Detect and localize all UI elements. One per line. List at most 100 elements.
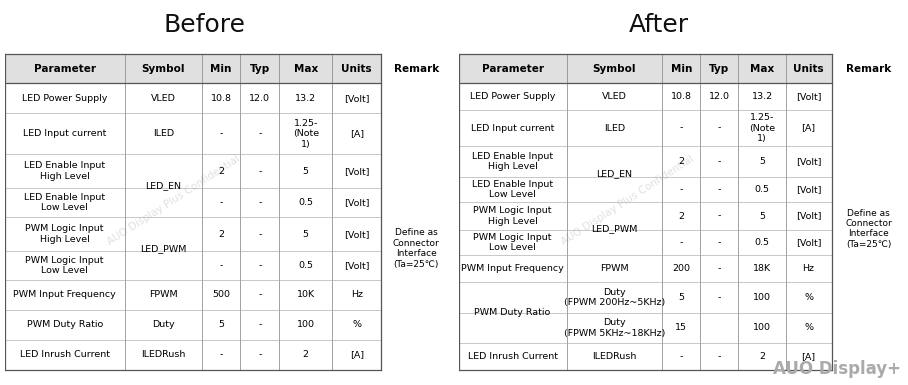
Text: -: - — [258, 350, 262, 360]
Text: LED Enable Input
High Level: LED Enable Input High Level — [25, 161, 105, 181]
Text: After: After — [628, 13, 689, 37]
Text: 0.5: 0.5 — [755, 185, 769, 194]
Text: 2: 2 — [302, 350, 309, 360]
Text: [Volt]: [Volt] — [344, 261, 370, 270]
Text: 5: 5 — [759, 211, 765, 221]
Text: LED Inrush Current: LED Inrush Current — [468, 352, 558, 361]
Text: Symbol: Symbol — [142, 64, 185, 74]
Text: Min: Min — [671, 64, 692, 74]
Text: -: - — [679, 352, 683, 361]
Text: 2: 2 — [678, 157, 685, 166]
Text: Duty
(FPWM 5KHz~18KHz): Duty (FPWM 5KHz~18KHz) — [564, 318, 665, 338]
Text: 500: 500 — [212, 290, 230, 300]
Text: -: - — [717, 124, 721, 132]
Text: 5: 5 — [678, 293, 685, 302]
Text: Parameter: Parameter — [481, 64, 544, 74]
Text: ILED: ILED — [604, 124, 625, 132]
Text: Units: Units — [341, 64, 372, 74]
Text: Duty: Duty — [152, 320, 174, 330]
Text: -: - — [717, 293, 721, 302]
Text: Duty
(FPWM 200Hz~5KHz): Duty (FPWM 200Hz~5KHz) — [564, 288, 665, 307]
Text: 2: 2 — [759, 352, 765, 361]
Text: Typ: Typ — [709, 64, 729, 74]
Text: -: - — [258, 261, 262, 270]
Text: 2: 2 — [678, 211, 685, 221]
Text: [A]: [A] — [802, 352, 815, 361]
Text: LED_EN: LED_EN — [597, 169, 632, 179]
Text: -: - — [258, 129, 262, 138]
Text: [Volt]: [Volt] — [344, 167, 370, 176]
Text: ILEDRush: ILEDRush — [592, 352, 637, 361]
Text: LED Input current: LED Input current — [23, 129, 106, 138]
Text: 5: 5 — [759, 157, 765, 166]
Text: 12.0: 12.0 — [709, 92, 730, 101]
Text: -: - — [679, 185, 683, 194]
Text: -: - — [717, 264, 721, 273]
Text: LED Power Supply: LED Power Supply — [22, 94, 107, 103]
Text: 5: 5 — [302, 230, 309, 239]
Text: Max: Max — [293, 64, 318, 74]
Bar — [5, 54, 381, 84]
Text: -: - — [220, 129, 222, 138]
Text: LED Input current: LED Input current — [471, 124, 554, 132]
Text: ILEDRush: ILEDRush — [141, 350, 185, 360]
Text: AUO Display Plus Confidential: AUO Display Plus Confidential — [105, 153, 242, 246]
Text: -: - — [717, 185, 721, 194]
Text: 1.25-
(Note
1): 1.25- (Note 1) — [292, 119, 319, 149]
Text: [A]: [A] — [802, 124, 815, 132]
Text: 0.5: 0.5 — [299, 198, 313, 207]
Text: -: - — [717, 211, 721, 221]
Text: 10.8: 10.8 — [671, 92, 692, 101]
Text: 0.5: 0.5 — [755, 238, 769, 247]
Text: PWM Duty Ratio: PWM Duty Ratio — [474, 308, 550, 317]
Text: PWM Logic Input
Low Level: PWM Logic Input Low Level — [25, 256, 104, 275]
Text: VLED: VLED — [602, 92, 627, 101]
Text: PWM Logic Input
Low Level: PWM Logic Input Low Level — [473, 233, 552, 253]
Text: 100: 100 — [753, 293, 771, 302]
Text: -: - — [679, 238, 683, 247]
Text: AUO Display+: AUO Display+ — [773, 360, 901, 378]
Text: Min: Min — [211, 64, 232, 74]
Text: Remark: Remark — [394, 64, 439, 74]
Text: 2: 2 — [218, 167, 224, 176]
Text: LED Enable Input
Low Level: LED Enable Input Low Level — [25, 193, 105, 213]
Text: -: - — [220, 198, 222, 207]
Text: FPWM: FPWM — [149, 290, 178, 300]
Text: Typ: Typ — [250, 64, 270, 74]
Text: %: % — [352, 320, 361, 330]
Text: PWM Input Frequency: PWM Input Frequency — [14, 290, 116, 300]
Text: PWM Logic Input
High Level: PWM Logic Input High Level — [473, 206, 552, 226]
Text: 200: 200 — [672, 264, 690, 273]
Text: -: - — [258, 320, 262, 330]
Text: 12.0: 12.0 — [250, 94, 271, 103]
Text: 13.2: 13.2 — [295, 94, 316, 103]
Text: Define as
Connector
Interface
(Ta=25℃): Define as Connector Interface (Ta=25℃) — [393, 228, 439, 268]
Text: -: - — [220, 350, 222, 360]
Text: -: - — [258, 290, 262, 300]
Text: -: - — [258, 230, 262, 239]
Text: 10K: 10K — [297, 290, 315, 300]
Text: 100: 100 — [297, 320, 315, 330]
Text: 100: 100 — [753, 323, 771, 332]
Text: LED_PWM: LED_PWM — [140, 244, 186, 253]
Text: LED Inrush Current: LED Inrush Current — [20, 350, 110, 360]
Text: Max: Max — [750, 64, 775, 74]
Text: Define as
Connector
Interface
(Ta=25℃): Define as Connector Interface (Ta=25℃) — [845, 209, 892, 249]
Text: 13.2: 13.2 — [752, 92, 773, 101]
Text: [Volt]: [Volt] — [795, 157, 822, 166]
Text: Remark: Remark — [846, 64, 892, 74]
Text: %: % — [804, 323, 813, 332]
Text: -: - — [717, 238, 721, 247]
Text: -: - — [679, 124, 683, 132]
Text: -: - — [717, 352, 721, 361]
Text: [A]: [A] — [350, 350, 364, 360]
Text: -: - — [258, 198, 262, 207]
Text: -: - — [717, 157, 721, 166]
Text: [A]: [A] — [350, 129, 364, 138]
Text: VLED: VLED — [151, 94, 176, 103]
Text: 15: 15 — [676, 323, 687, 332]
Text: [Volt]: [Volt] — [795, 185, 822, 194]
Text: 10.8: 10.8 — [211, 94, 232, 103]
Text: Symbol: Symbol — [593, 64, 637, 74]
Text: LED Enable Input
Low Level: LED Enable Input Low Level — [472, 180, 553, 199]
